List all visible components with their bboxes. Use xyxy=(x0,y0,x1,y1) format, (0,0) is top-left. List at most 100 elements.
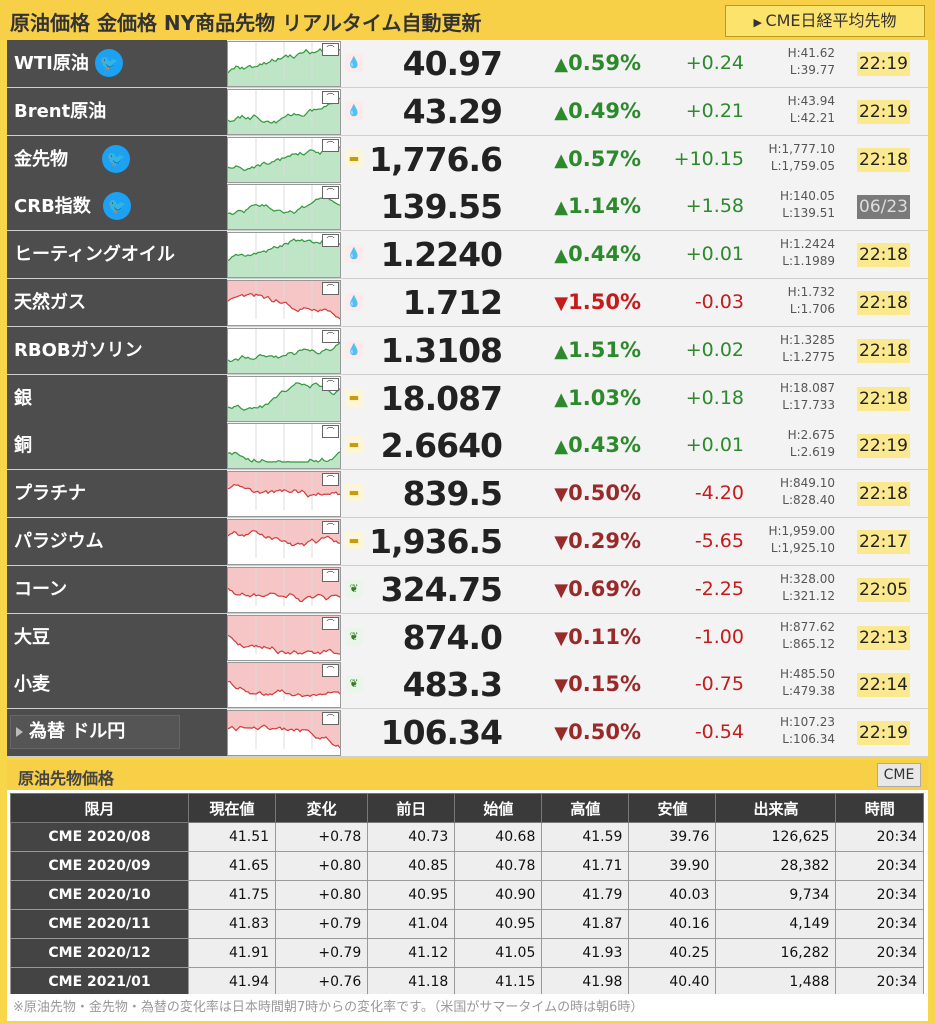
quote-price: 839.5 xyxy=(402,474,503,514)
quote-row[interactable]: パラジウム ⌒ ▬ 1,936.5 0.29% -5.65 H:1,959.00 L:1,92… xyxy=(7,518,928,566)
twitter-icon[interactable]: 🐦 xyxy=(95,49,123,77)
quote-change: -1.00 xyxy=(694,625,744,648)
chart-expand-icon[interactable]: ⌒ xyxy=(322,712,339,726)
quote-name-label[interactable]: WTI原油 🐦 xyxy=(7,40,227,87)
quote-name-label[interactable]: 銀 xyxy=(7,374,227,422)
sparkline[interactable]: ⌒ xyxy=(227,184,341,231)
quote-row[interactable]: 銅 ⌒ ▬ 2.6640 0.43% +0.01 H:2.675 L:2.619 22:19 xyxy=(7,422,928,471)
quote-high: H:1.3285 xyxy=(779,332,835,347)
sparkline[interactable]: ⌒ xyxy=(227,614,341,661)
quote-low: L:17.733 xyxy=(782,397,835,412)
up-arrow-icon xyxy=(554,338,568,362)
quote-name: プラチナ xyxy=(14,483,86,505)
sparkline[interactable]: ⌒ xyxy=(227,662,341,709)
quote-name-label[interactable]: RBOBガソリン xyxy=(7,326,227,374)
sparkline[interactable]: ⌒ xyxy=(227,88,341,135)
fx-select-label[interactable]: 為替 ドル円 xyxy=(10,715,180,750)
chart-expand-icon[interactable]: ⌒ xyxy=(322,377,339,391)
chart-expand-icon[interactable]: ⌒ xyxy=(322,473,339,487)
sparkline-chart xyxy=(228,663,340,702)
oil-drop-icon: 💧 xyxy=(345,340,363,359)
sparkline[interactable]: ⌒ xyxy=(227,519,341,565)
sparkline[interactable]: ⌒ xyxy=(227,280,341,326)
chart-expand-icon[interactable]: ⌒ xyxy=(322,616,339,630)
chart-expand-icon[interactable]: ⌒ xyxy=(322,521,339,534)
chart-expand-icon[interactable]: ⌒ xyxy=(322,425,339,439)
page-title: 原油価格 金価格 NY商品先物 リアルタイム自動更新 xyxy=(10,11,482,35)
chart-expand-icon[interactable]: ⌒ xyxy=(322,664,339,678)
sparkline[interactable]: ⌒ xyxy=(227,710,341,757)
table-cell: 41.83 xyxy=(187,909,277,939)
quote-time-badge: 22:19 xyxy=(857,99,910,124)
contract-month-cell: CME 2020/12 xyxy=(10,938,189,968)
quote-name-label[interactable]: コーン xyxy=(7,565,227,613)
quote-row[interactable]: プラチナ ⌒ ▬ 839.5 0.50% -4.20 H:849.10 L:828.40 22:… xyxy=(7,470,928,519)
table-cell: 28,382 xyxy=(715,851,837,881)
quote-name-label[interactable]: パラジウム xyxy=(7,518,227,565)
twitter-icon[interactable]: 🐦 xyxy=(102,144,130,173)
quote-row[interactable]: 小麦 ⌒ ❦ 483.3 0.15% -0.75 H:485.50 L:479.38 22:14 xyxy=(7,661,928,710)
sparkline[interactable]: ⌒ xyxy=(227,41,341,87)
quote-change: -0.75 xyxy=(694,673,744,696)
quote-name-label[interactable]: 金先物 🐦 xyxy=(7,135,227,183)
quote-change-percent: 1.50% xyxy=(529,290,641,314)
quote-row[interactable]: RBOBガソリン ⌒ 💧 1.3108 1.51% +0.02 H:1.3285 L:1.27… xyxy=(7,326,928,375)
sparkline[interactable]: ⌒ xyxy=(227,423,341,470)
contract-month-cell: CME 2020/10 xyxy=(10,880,189,910)
sparkline[interactable]: ⌒ xyxy=(227,471,341,518)
quote-name-label[interactable]: Brent原油 xyxy=(7,87,227,135)
quote-row[interactable]: 天然ガス ⌒ 💧 1.712 1.50% -0.03 H:1.732 L:1.706 22:18 xyxy=(7,279,928,327)
twitter-icon[interactable]: 🐦 xyxy=(103,192,131,221)
table-cell: 40.90 xyxy=(454,880,543,910)
quote-name: Brent原油 xyxy=(14,100,107,122)
quote-change-percent: 0.43% xyxy=(529,433,641,457)
sparkline[interactable]: ⌒ xyxy=(227,566,341,613)
sparkline[interactable]: ⌒ xyxy=(227,136,341,183)
quote-row[interactable]: WTI原油 🐦 ⌒ 💧 40.97 0.59% +0.24 H:41.62 L:39.77 22:… xyxy=(7,40,928,88)
table-header-cell: 始値 xyxy=(454,793,543,823)
table-cell: 40.95 xyxy=(454,909,543,939)
quote-row[interactable]: 銀 ⌒ ▬ 18.087 1.03% +0.18 H:18.087 L:17.733 22:18 xyxy=(7,374,928,423)
quote-percent-value: 0.59% xyxy=(568,51,641,75)
up-arrow-icon xyxy=(554,51,568,75)
quote-row[interactable]: 金先物 🐦 ⌒ ▬ 1,776.6 0.57% +10.15 H:1,777.10 L:1,75… xyxy=(7,135,928,184)
quote-percent-value: 0.57% xyxy=(568,146,641,171)
quote-row[interactable]: 為替 ドル円 ⌒ 106.34 0.50% -0.54 H:107.23 L:106.34 2… xyxy=(7,709,928,758)
quote-change: -0.03 xyxy=(694,291,744,313)
chart-expand-icon[interactable]: ⌒ xyxy=(322,43,339,56)
quote-time-badge: 22:17 xyxy=(857,530,910,554)
cme-tab-button[interactable]: CME xyxy=(877,763,921,787)
quote-change: +0.01 xyxy=(685,434,744,457)
chart-expand-icon[interactable]: ⌒ xyxy=(322,90,339,104)
quote-name-label[interactable]: 為替 ドル円 xyxy=(7,709,227,757)
chart-expand-icon[interactable]: ⌒ xyxy=(322,234,339,248)
quote-row[interactable]: CRB指数 🐦 ⌒ 139.55 1.14% +1.58 H:140.05 L:139.51 0… xyxy=(7,183,928,232)
quote-high: H:1.2424 xyxy=(779,237,835,252)
quote-name-label[interactable]: プラチナ xyxy=(7,470,227,518)
chart-expand-icon[interactable]: ⌒ xyxy=(322,186,339,200)
quote-name-label[interactable]: ヒーティングオイル xyxy=(7,231,227,279)
quote-name-label[interactable]: 小麦 xyxy=(7,661,227,709)
quote-row[interactable]: コーン ⌒ ❦ 324.75 0.69% -2.25 H:328.00 L:321.12 22:… xyxy=(7,565,928,614)
quote-percent-value: 0.43% xyxy=(568,433,641,458)
chart-expand-icon[interactable]: ⌒ xyxy=(322,138,339,152)
table-cell: 40.25 xyxy=(628,938,717,968)
table-cell: 41.04 xyxy=(367,909,456,939)
quote-name-label[interactable]: 天然ガス xyxy=(7,279,227,326)
sparkline[interactable]: ⌒ xyxy=(227,327,341,374)
sparkline[interactable]: ⌒ xyxy=(227,232,341,279)
quote-name-label[interactable]: CRB指数 🐦 xyxy=(7,183,227,231)
chart-expand-icon[interactable]: ⌒ xyxy=(322,329,339,343)
quote-row[interactable]: 大豆 ⌒ ❦ 874.0 0.11% -1.00 H:877.62 L:865.12 22:13 xyxy=(7,613,928,662)
quote-row[interactable]: Brent原油 ⌒ 💧 43.29 0.49% +0.21 H:43.94 L:42.21 22… xyxy=(7,87,928,136)
quote-name-label[interactable]: 大豆 xyxy=(7,613,227,661)
sparkline-chart xyxy=(228,424,340,469)
down-arrow-icon xyxy=(554,577,568,601)
quote-row[interactable]: ヒーティングオイル ⌒ 💧 1.2240 0.44% +0.01 H:1.2424 L:1.1… xyxy=(7,231,928,280)
quote-name-label[interactable]: 銅 xyxy=(7,422,227,470)
cme-nikkei-futures-button[interactable]: CME日経平均先物 xyxy=(725,5,925,37)
sparkline-chart xyxy=(228,137,340,182)
chart-expand-icon[interactable]: ⌒ xyxy=(322,568,339,582)
sparkline[interactable]: ⌒ xyxy=(227,375,341,422)
chart-expand-icon[interactable]: ⌒ xyxy=(322,282,339,295)
